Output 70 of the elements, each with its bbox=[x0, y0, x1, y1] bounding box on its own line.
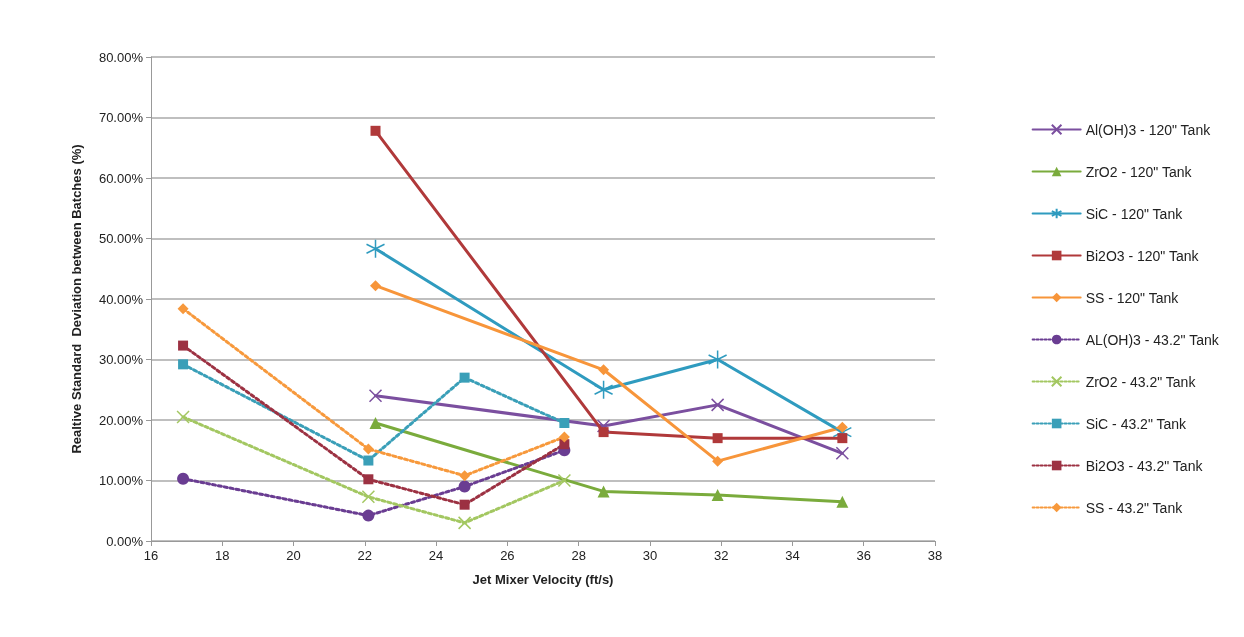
y-tick-label: 40.00% bbox=[98, 291, 144, 307]
point bbox=[598, 364, 610, 376]
point bbox=[593, 380, 614, 400]
point bbox=[835, 446, 850, 461]
point bbox=[836, 421, 848, 433]
point bbox=[836, 495, 849, 508]
legend-label: Bi2O3 - 43.2" Tank bbox=[1085, 457, 1204, 474]
point bbox=[597, 485, 610, 498]
point bbox=[363, 474, 374, 485]
point bbox=[363, 455, 374, 466]
point bbox=[177, 472, 190, 485]
x-tick-label: 34 bbox=[785, 548, 800, 563]
y-tick-label: 50.00% bbox=[98, 231, 144, 246]
point bbox=[711, 489, 724, 502]
y-tick-label: 0.00% bbox=[106, 533, 144, 549]
y-tick-label: 10.00% bbox=[98, 473, 144, 488]
point bbox=[361, 490, 376, 504]
point bbox=[458, 480, 471, 493]
x-tick-label: 16 bbox=[143, 548, 159, 563]
legend-label: ZrO2 - 43.2" Tank bbox=[1085, 373, 1197, 390]
point bbox=[178, 340, 189, 351]
x-tick-label: 38 bbox=[927, 548, 943, 563]
point bbox=[178, 359, 189, 370]
y-axis-title: Realtive Standard Deviation between Batches (%) bbox=[69, 144, 84, 454]
x-axis-title: Jet Mixer Velocity (ft/s) bbox=[472, 572, 614, 587]
legend-label: SS - 43.2" Tank bbox=[1085, 499, 1184, 516]
point bbox=[176, 410, 190, 424]
x-tick-label: 22 bbox=[357, 548, 373, 563]
point bbox=[712, 433, 723, 444]
point bbox=[459, 499, 470, 510]
point bbox=[707, 349, 728, 370]
point bbox=[598, 427, 609, 438]
point bbox=[558, 431, 570, 443]
point bbox=[457, 516, 472, 530]
point bbox=[559, 418, 570, 429]
x-tick-label: 32 bbox=[713, 548, 729, 563]
x-tick-label: 28 bbox=[571, 548, 586, 563]
x-tick-label: 24 bbox=[428, 548, 444, 563]
y-tick-label: 60.00% bbox=[98, 170, 144, 186]
point bbox=[557, 473, 572, 488]
point bbox=[362, 443, 374, 455]
legend-label: AL(OH)3 - 43.2" Tank bbox=[1085, 331, 1220, 348]
point bbox=[837, 433, 848, 444]
point bbox=[459, 470, 471, 482]
point bbox=[365, 239, 386, 259]
point bbox=[370, 280, 382, 292]
legend-label: SiC - 43.2" Tank bbox=[1085, 415, 1188, 432]
point bbox=[368, 389, 383, 403]
x-tick-label: 18 bbox=[215, 548, 230, 563]
point bbox=[177, 303, 189, 315]
point bbox=[710, 398, 725, 412]
point bbox=[369, 417, 382, 430]
y-tick-label: 30.00% bbox=[98, 352, 144, 367]
y-tick-label: 20.00% bbox=[98, 412, 144, 428]
x-tick-label: 30 bbox=[642, 548, 658, 563]
point bbox=[596, 419, 611, 433]
y-tick-label: 70.00% bbox=[98, 110, 144, 125]
x-tick-label: 36 bbox=[856, 548, 871, 563]
x-tick-label: 20 bbox=[286, 548, 301, 563]
legend-label: SS - 120" Tank bbox=[1085, 289, 1180, 306]
point bbox=[459, 372, 470, 383]
legend-label: Al(OH)3 - 120" Tank bbox=[1085, 121, 1212, 138]
legend-label: ZrO2 - 120" Tank bbox=[1085, 163, 1193, 180]
legend-label: SiC - 120" Tank bbox=[1085, 205, 1184, 222]
legend-label: Bi2O3 - 120" Tank bbox=[1085, 247, 1200, 264]
y-tick-label: 80.00% bbox=[98, 49, 144, 65]
point bbox=[362, 509, 375, 522]
x-tick-label: 26 bbox=[500, 548, 515, 563]
point bbox=[712, 455, 724, 467]
point bbox=[370, 125, 381, 136]
